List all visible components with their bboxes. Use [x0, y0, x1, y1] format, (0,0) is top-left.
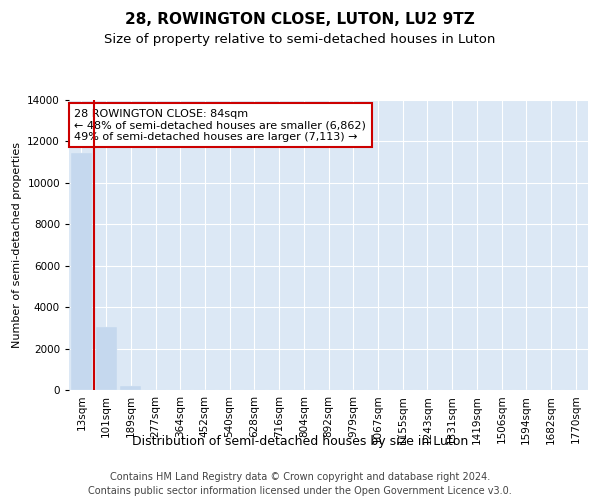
Text: Contains HM Land Registry data © Crown copyright and database right 2024.: Contains HM Land Registry data © Crown c…: [110, 472, 490, 482]
Y-axis label: Number of semi-detached properties: Number of semi-detached properties: [11, 142, 22, 348]
Bar: [95, 328, 116, 390]
Text: Distribution of semi-detached houses by size in Luton: Distribution of semi-detached houses by …: [132, 435, 468, 448]
Text: 28 ROWINGTON CLOSE: 84sqm
← 48% of semi-detached houses are smaller (6,862)
49% : 28 ROWINGTON CLOSE: 84sqm ← 48% of semi-…: [74, 108, 366, 142]
Bar: [71, 153, 92, 390]
Text: Contains public sector information licensed under the Open Government Licence v3: Contains public sector information licen…: [88, 486, 512, 496]
Text: 28, ROWINGTON CLOSE, LUTON, LU2 9TZ: 28, ROWINGTON CLOSE, LUTON, LU2 9TZ: [125, 12, 475, 28]
Text: Size of property relative to semi-detached houses in Luton: Size of property relative to semi-detach…: [104, 32, 496, 46]
Bar: [120, 386, 141, 390]
